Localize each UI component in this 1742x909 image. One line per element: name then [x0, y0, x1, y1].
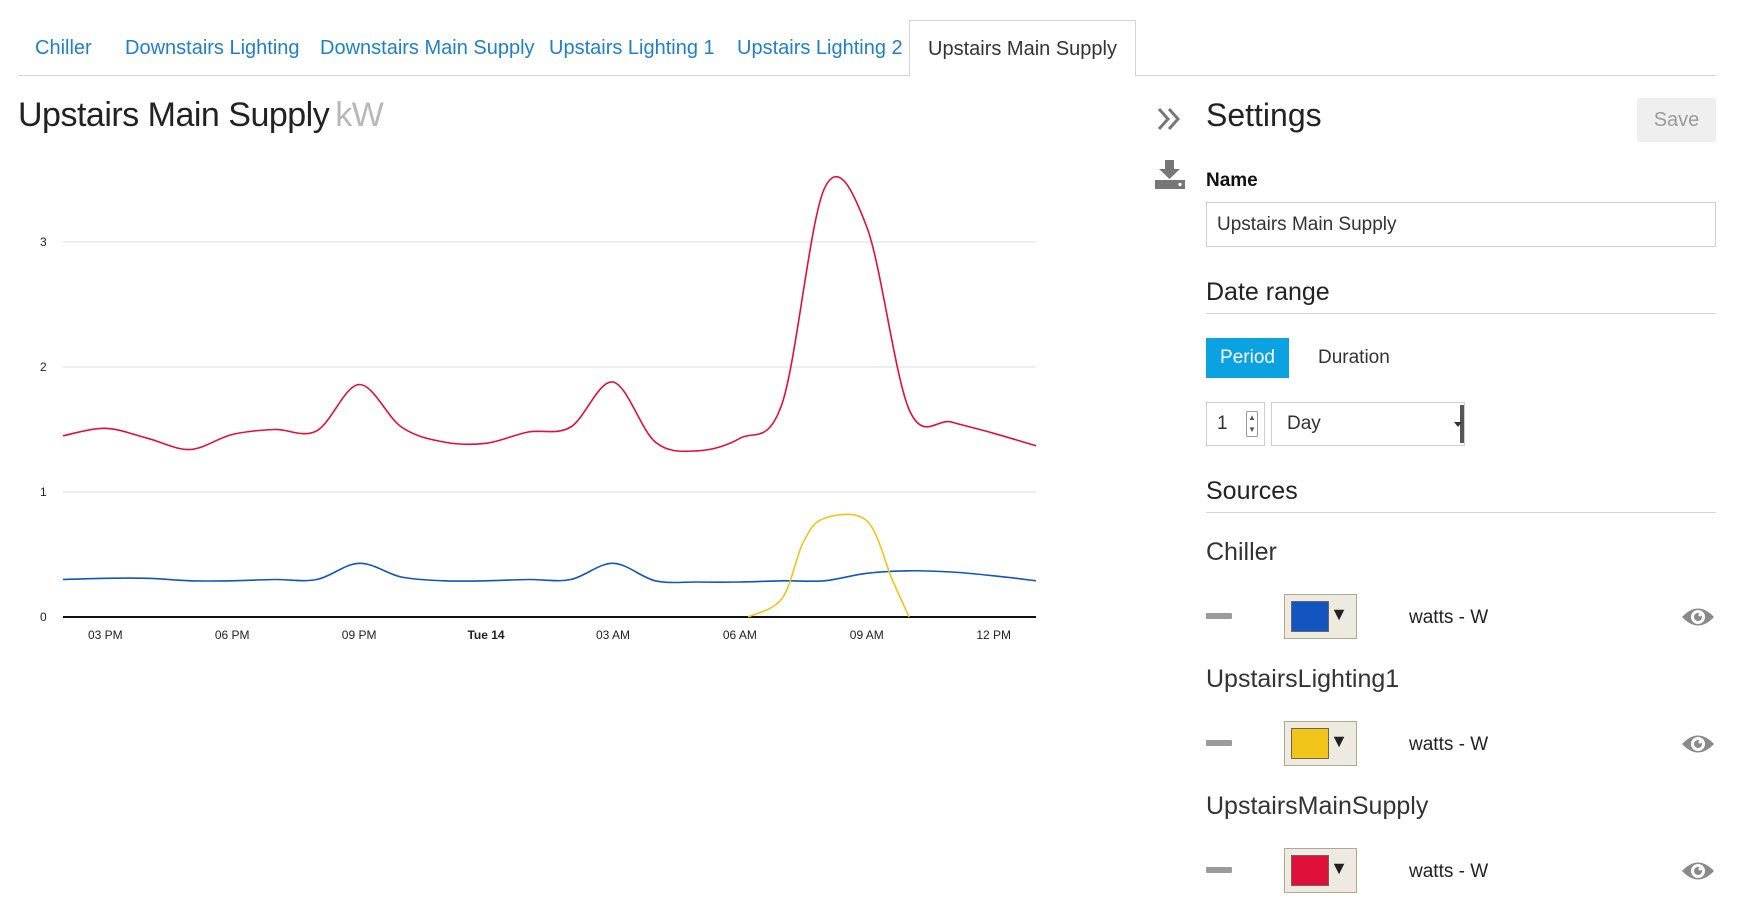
y-tick-label: 1: [40, 485, 47, 499]
source-name-upstairs-main-supply: UpstairsMainSupply: [1206, 792, 1429, 820]
chart-title: Upstairs Main Supply kW: [18, 96, 384, 135]
period-count-input[interactable]: 1 ▲ ▼: [1206, 402, 1265, 446]
minus-icon[interactable]: [1206, 867, 1232, 873]
source-unit-upstairs-lighting-1: watts - W: [1409, 734, 1489, 755]
x-tick-label: 12 PM: [976, 628, 1011, 642]
eye-icon[interactable]: [1680, 858, 1716, 889]
download-icon[interactable]: [1153, 160, 1187, 195]
color-swatch: [1291, 855, 1329, 886]
save-button[interactable]: Save: [1637, 98, 1716, 142]
x-tick-label: 06 PM: [215, 628, 250, 642]
minus-icon[interactable]: [1206, 613, 1232, 619]
tab-upstairs-main-supply[interactable]: Upstairs Main Supply: [909, 20, 1136, 77]
select-arrow-icon: [1454, 405, 1464, 443]
date-range-heading: Date range: [1206, 278, 1716, 314]
eye-icon[interactable]: [1680, 731, 1716, 762]
color-picker-upstairs-main-supply[interactable]: ▼: [1284, 848, 1357, 893]
tab-chiller[interactable]: Chiller: [35, 37, 92, 59]
y-tick-label: 0: [40, 610, 47, 624]
tab-downstairs-main-supply[interactable]: Downstairs Main Supply: [320, 37, 535, 59]
source-unit-chiller: watts - W: [1409, 607, 1489, 628]
y-tick-label: 2: [40, 360, 47, 374]
double-chevron-right-icon[interactable]: [1155, 104, 1183, 139]
color-swatch: [1291, 601, 1329, 632]
period-unit-value: Day: [1287, 413, 1321, 434]
period-unit-select[interactable]: Day: [1271, 402, 1465, 446]
color-picker-chiller[interactable]: ▼: [1284, 594, 1357, 639]
period-button[interactable]: Period: [1206, 338, 1289, 378]
source-name-chiller: Chiller: [1206, 538, 1277, 566]
sources-heading: Sources: [1206, 477, 1716, 513]
stepper-icon[interactable]: ▲ ▼: [1246, 411, 1258, 437]
tab-downstairs-lighting[interactable]: Downstairs Lighting: [125, 37, 300, 59]
name-input[interactable]: [1206, 202, 1716, 247]
x-tick-label: 09 PM: [342, 628, 377, 642]
settings-title: Settings: [1206, 97, 1322, 133]
series-line-chiller: [62, 562, 1037, 584]
x-tick-label: 03 PM: [88, 628, 123, 642]
source-unit-upstairs-main-supply: watts - W: [1409, 861, 1489, 882]
chart-title-text: Upstairs Main Supply: [18, 96, 330, 134]
y-tick-label: 3: [40, 235, 47, 249]
series-line-upstairsmainsupply: [62, 175, 1037, 453]
x-tick-label: 03 AM: [596, 628, 630, 642]
minus-icon[interactable]: [1206, 740, 1232, 746]
caret-down-icon: ▼: [1330, 731, 1348, 751]
x-tick-label: 09 AM: [850, 628, 884, 642]
tab-upstairs-lighting-1[interactable]: Upstairs Lighting 1: [549, 37, 715, 59]
duration-button[interactable]: Duration: [1318, 347, 1390, 368]
caret-down-icon: ▼: [1330, 604, 1348, 624]
chart-unit: kW: [335, 96, 384, 134]
x-tick-label: Tue 14: [467, 628, 504, 642]
x-tick-label: 06 AM: [723, 628, 757, 642]
eye-icon[interactable]: [1680, 604, 1716, 635]
period-count-value: 1: [1217, 413, 1228, 434]
source-name-upstairs-lighting-1: UpstairsLighting1: [1206, 665, 1400, 693]
color-picker-upstairs-lighting-1[interactable]: ▼: [1284, 721, 1357, 766]
series-line-upstairslighting1: [747, 513, 910, 618]
tab-bar: Chiller Downstairs Lighting Downstairs M…: [18, 20, 1716, 77]
caret-down-icon: ▼: [1330, 858, 1348, 878]
tab-upstairs-lighting-2[interactable]: Upstairs Lighting 2: [737, 37, 903, 59]
line-chart: 0 1 2 3 03 PM 06 PM 09 PM Tue 14 03 AM 06 AM 09 AM…: [40, 175, 1037, 642]
color-swatch: [1291, 728, 1329, 759]
name-label: Name: [1206, 170, 1258, 191]
